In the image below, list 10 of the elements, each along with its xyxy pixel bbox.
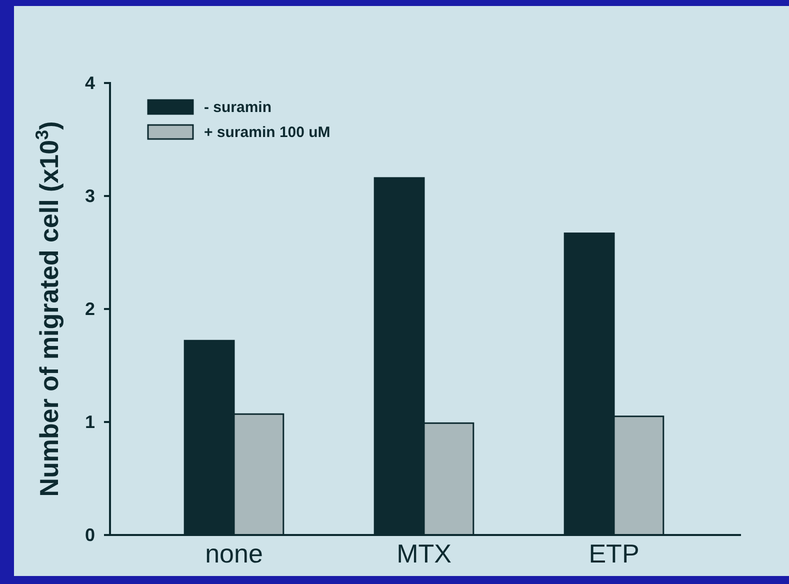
x-tick-label: MTX <box>396 538 452 569</box>
legend-label: + suramin 100 uM <box>204 124 330 141</box>
y-tick-label: 1 <box>84 412 95 432</box>
y-tick-label: 2 <box>84 298 95 319</box>
y-tick-label: 0 <box>84 524 95 545</box>
y-tick-label: 3 <box>84 186 95 206</box>
legend-label: - suramin <box>204 99 272 116</box>
x-tick-label: ETP <box>588 538 640 569</box>
x-tick-label: none <box>205 538 263 569</box>
y-tick-label: 4 <box>84 72 95 93</box>
